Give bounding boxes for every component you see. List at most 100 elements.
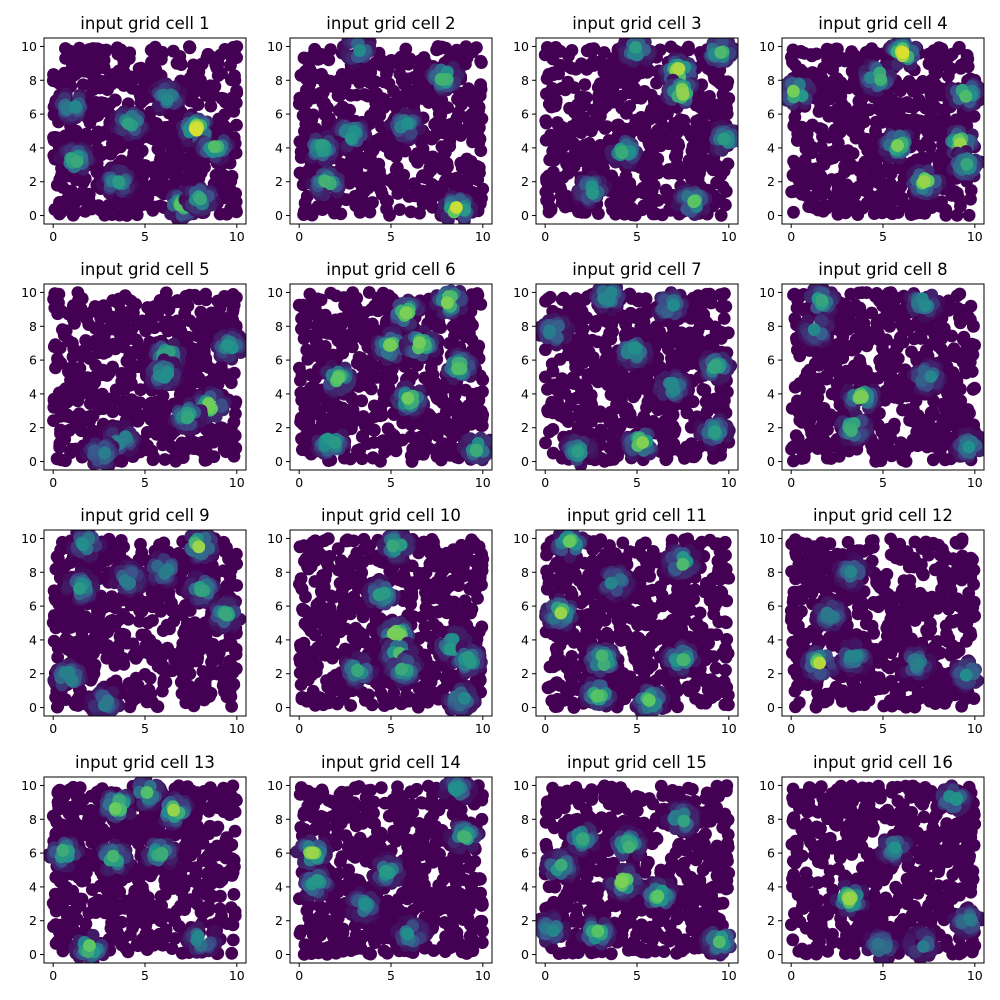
y-tick-label: 8: [29, 319, 37, 334]
scatter-point: [842, 184, 856, 197]
scatter-point: [211, 122, 225, 136]
scatter-point: [345, 340, 359, 354]
scatter-point: [48, 338, 62, 351]
scatter-points: [47, 286, 246, 470]
y-tick-label: 6: [275, 353, 283, 368]
y-tick-label: 4: [29, 140, 37, 155]
y-tick-label: 10: [21, 39, 37, 54]
scatter-point: [787, 205, 800, 219]
scatter-point: [300, 343, 314, 357]
scatter-point: [198, 453, 212, 467]
scatter-point: [167, 44, 180, 58]
scatter-point: [606, 73, 620, 86]
scatter-point: [431, 320, 445, 334]
scatter-point: [359, 419, 372, 433]
scatter-point: [295, 432, 308, 446]
scatter-point: [347, 394, 361, 408]
scatter-point: [927, 44, 941, 57]
scatter-point: [350, 71, 364, 85]
scatter-point: [187, 151, 201, 165]
scatter-point: [433, 421, 446, 435]
scatter-point: [108, 93, 122, 107]
scatter-point: [125, 322, 139, 336]
scatter-point: [158, 453, 172, 466]
scatter-point: [900, 113, 913, 127]
scatter-point: [413, 336, 426, 349]
scatter-point: [897, 199, 911, 213]
scatter-point: [565, 44, 579, 57]
scatter-point: [89, 132, 103, 146]
scatter-point: [396, 416, 410, 430]
y-tick-label: 10: [267, 285, 283, 300]
scatter-point: [181, 410, 195, 424]
scatter-point: [453, 52, 467, 66]
x-tick-label: 0: [295, 229, 303, 244]
scatter-point: [542, 205, 556, 219]
scatter-point: [470, 41, 483, 54]
scatter-point: [136, 70, 149, 84]
scatter-point: [713, 194, 727, 207]
scatter-point: [328, 436, 342, 449]
scatter-point: [839, 104, 853, 118]
scatter-point: [615, 101, 629, 115]
scatter-point: [296, 109, 310, 122]
scatter-point: [224, 174, 238, 188]
scatter-point: [181, 299, 195, 313]
x-tick-label: 0: [295, 475, 303, 490]
x-tick-label: 5: [141, 475, 149, 490]
scatter-point: [871, 101, 885, 114]
scatter-point: [229, 146, 243, 160]
y-tick-label: 2: [767, 174, 775, 189]
scatter-point: [451, 92, 464, 106]
scatter-point: [365, 382, 378, 396]
x-tick-label: 0: [49, 475, 57, 490]
scatter-point: [54, 453, 68, 467]
scatter-point: [469, 113, 482, 126]
y-tick-label: 10: [513, 39, 529, 54]
scatter-point: [673, 168, 687, 182]
scatter-point: [149, 69, 163, 82]
scatter-point: [120, 354, 134, 368]
scatter-point: [402, 57, 415, 71]
scatter-point: [594, 109, 607, 123]
scatter-point: [947, 188, 960, 202]
scatter-point: [546, 68, 560, 82]
scatter-point: [553, 44, 567, 58]
scatter-point: [909, 206, 922, 220]
scatter-point: [470, 344, 484, 358]
scatter-point: [433, 412, 447, 426]
scatter-point: [555, 196, 569, 210]
scatter-point: [190, 348, 204, 361]
scatter-point: [332, 371, 345, 385]
subplot-title: input grid cell 3: [572, 14, 701, 33]
scatter-point: [436, 396, 450, 410]
scatter-point: [897, 79, 911, 93]
scatter-point: [88, 376, 101, 389]
scatter-point: [160, 93, 174, 106]
x-tick-label: 0: [787, 229, 795, 244]
y-tick-label: 2: [275, 174, 283, 189]
scatter-point: [787, 119, 801, 133]
scatter-point: [344, 131, 358, 145]
scatter-point: [909, 119, 923, 132]
scatter-point: [59, 129, 72, 143]
scatter-point: [448, 329, 461, 343]
scatter-point: [435, 73, 449, 86]
scatter-point: [221, 338, 234, 352]
scatter-point: [154, 151, 168, 165]
scatter-point: [422, 153, 436, 167]
scatter-point: [139, 159, 152, 173]
scatter-point: [183, 359, 197, 373]
scatter-point: [146, 178, 160, 192]
scatter-point: [417, 447, 430, 461]
scatter-point: [925, 73, 939, 87]
subplot-title: input grid cell 5: [80, 260, 209, 279]
scatter-point: [967, 110, 981, 123]
scatter-point: [549, 134, 563, 148]
scatter-points: [292, 284, 492, 468]
scatter-point: [408, 151, 422, 165]
